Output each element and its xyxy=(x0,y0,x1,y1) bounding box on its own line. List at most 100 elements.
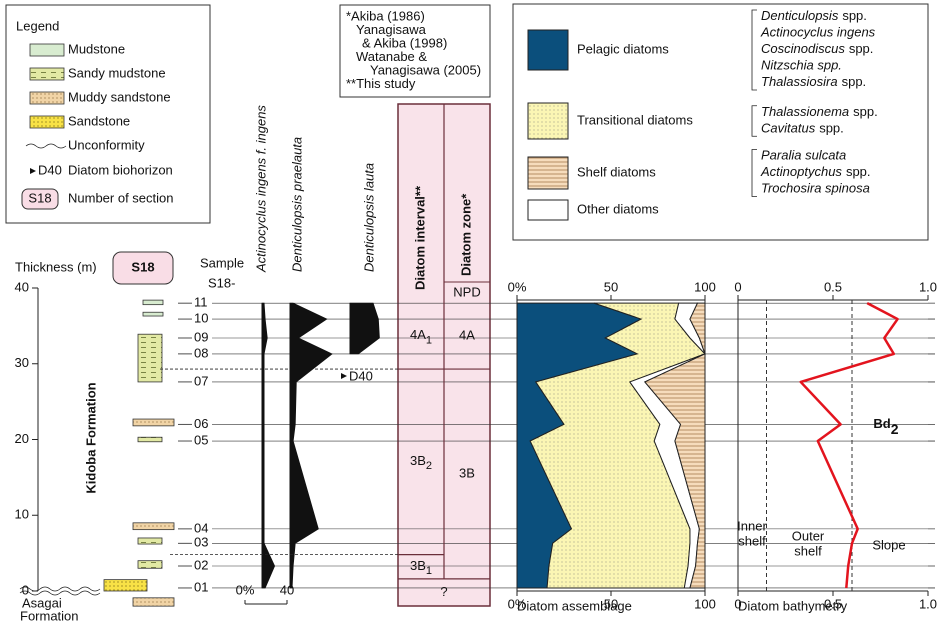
bed xyxy=(142,311,164,317)
biohorizon-code: D40 xyxy=(349,368,373,383)
legend-swatch xyxy=(29,115,65,129)
legend-box xyxy=(5,4,211,224)
section-badge-label: S18 xyxy=(131,259,154,274)
x-axis-title: Diatom bathymetry xyxy=(738,598,848,613)
taxon-rank: spp. xyxy=(849,41,874,56)
sample-header: S18- xyxy=(208,275,235,290)
annotation-main: Bd xyxy=(873,416,890,431)
interval-label-sub: 1 xyxy=(426,565,432,577)
bed xyxy=(137,436,163,443)
sample-label: 09 xyxy=(194,329,208,344)
zone-label: 4A xyxy=(459,327,475,342)
legend-label: Muddy sandstone xyxy=(68,89,171,104)
annotation: Bd2 xyxy=(873,416,898,436)
legend-swatch xyxy=(527,156,569,190)
underlying-formation: Asagai xyxy=(22,595,62,610)
x-tick-label: 0.5 xyxy=(824,279,842,294)
reference-line: Yanagisawa (2005) xyxy=(370,62,481,77)
taxon-name: Denticulopsis praelauta xyxy=(289,137,304,272)
taxon-genus: Actinocyclus ingens xyxy=(760,25,876,40)
taxon-entry: Paralia sulcata xyxy=(761,148,846,163)
y-axis-title: Thickness (m) xyxy=(15,259,97,274)
plot-bg xyxy=(738,300,928,591)
x-tick-label: 100 xyxy=(694,596,716,611)
assemblage-legend-box xyxy=(512,3,929,241)
y-tick-label: 0 xyxy=(22,582,29,597)
reference-box xyxy=(339,4,491,98)
sample-label: 05 xyxy=(194,432,208,447)
bed xyxy=(137,537,163,545)
underlying-formation: Formation xyxy=(20,608,79,623)
taxon-entry: Thalassionema spp. xyxy=(761,104,878,119)
section-code-label: Number of section xyxy=(68,190,174,205)
taxon-range xyxy=(349,302,380,355)
legend-label: Mudstone xyxy=(68,41,125,56)
legend-label: Sandstone xyxy=(68,113,130,128)
legend-bracket xyxy=(751,105,757,137)
taxon-genus: Nitzschia spp. xyxy=(761,58,842,73)
interval-label-main: 4A xyxy=(410,327,426,342)
x-tick-label: 50 xyxy=(604,279,618,294)
legend-swatch xyxy=(29,43,65,57)
reference-line: *Akiba (1986) xyxy=(346,8,425,23)
taxon-entry: Actinocyclus ingens xyxy=(760,25,876,40)
scale-tick-label: 40 xyxy=(280,582,294,597)
legend-swatch xyxy=(29,91,65,105)
taxon-range xyxy=(289,302,333,589)
interval-label: 3B1 xyxy=(410,558,432,577)
interval-label-sub: 1 xyxy=(426,334,432,346)
reference-line: **This study xyxy=(346,76,416,91)
interval-label: 4A1 xyxy=(410,327,432,346)
sample-label: 01 xyxy=(194,579,208,594)
zone-label: shelf xyxy=(738,533,766,548)
y-tick-label: 30 xyxy=(15,355,29,370)
legend-bracket xyxy=(751,9,757,91)
x-tick-label: 100 xyxy=(694,279,716,294)
zone-label: Outer xyxy=(792,528,825,543)
interval-label-sub: 2 xyxy=(426,460,432,472)
zone-label: shelf xyxy=(794,543,822,558)
legend-swatch xyxy=(527,199,569,221)
taxon-rank: spp. xyxy=(842,74,867,89)
x-tick-label: 0 xyxy=(734,279,741,294)
sample-label: 04 xyxy=(194,520,208,535)
y-tick-label: 40 xyxy=(15,279,29,294)
bed xyxy=(142,299,164,306)
x-tick-label: 0% xyxy=(508,596,527,611)
taxon-genus: Trochosira spinosa xyxy=(761,181,870,196)
section-code: S18 xyxy=(28,190,51,205)
bed xyxy=(132,522,175,531)
bed xyxy=(137,560,163,569)
x-tick-label: 0% xyxy=(508,279,527,294)
taxon-range xyxy=(261,302,276,589)
unknown-label: ? xyxy=(440,584,447,599)
y-tick-label: 20 xyxy=(15,431,29,446)
reference-line: Watanabe & xyxy=(356,49,427,64)
interval-label-main: 3B xyxy=(410,453,426,468)
legend-label: Unconformity xyxy=(68,137,145,152)
legend-swatch xyxy=(29,67,65,81)
legend-swatch xyxy=(25,143,67,149)
zone-header: Diatom zone* xyxy=(458,193,473,276)
taxon-rank: spp. xyxy=(846,164,871,179)
legend-swatch xyxy=(527,102,569,140)
bed xyxy=(103,579,148,592)
bathymetry-line xyxy=(799,302,899,589)
taxon-genus: Thalassiosira xyxy=(761,74,838,89)
sample-label: 11 xyxy=(194,295,208,310)
taxon-entry: Thalassiosira spp. xyxy=(761,74,866,89)
annotation-sub: 2 xyxy=(891,421,899,437)
x-axis-title: Diatom assemblage xyxy=(517,598,632,613)
taxon-entry: Actinoptychus spp. xyxy=(760,164,871,179)
biohorizon-symbol xyxy=(341,373,347,380)
sample-header: Sample xyxy=(200,255,244,270)
x-tick-label: 1.0 xyxy=(919,279,937,294)
taxon-entry: Nitzschia spp. xyxy=(761,58,842,73)
zone-label: Slope xyxy=(872,537,905,552)
taxon-entry: Coscinodiscus spp. xyxy=(761,41,873,56)
sample-label: 10 xyxy=(194,310,208,325)
reference-line: Yanagisawa xyxy=(356,22,427,37)
